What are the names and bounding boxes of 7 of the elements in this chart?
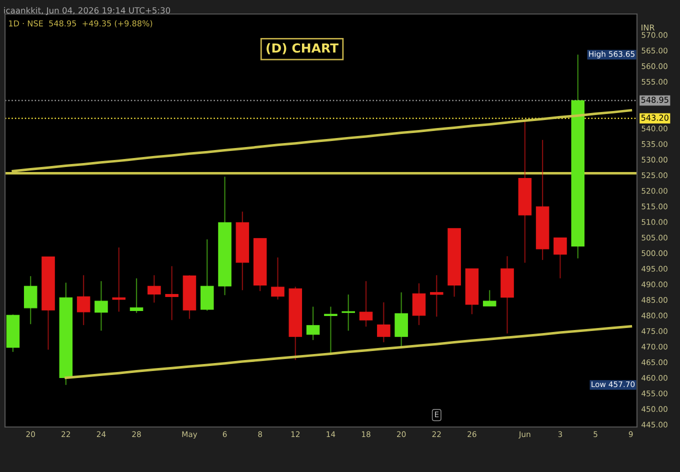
ref-line-label: 548.95: [641, 96, 668, 103]
text: INR: [642, 24, 655, 30]
text: (D) CHART: [266, 43, 338, 54]
text: 1D · NSE 548.95 +49.35 (+9.88%): [9, 20, 152, 28]
ref-line-label: 543.20: [641, 114, 668, 121]
annotation: icaankkit, Jun 04, 2026 19:14 UTC+5:30: [4, 7, 170, 16]
line-series: [64, 325, 632, 379]
